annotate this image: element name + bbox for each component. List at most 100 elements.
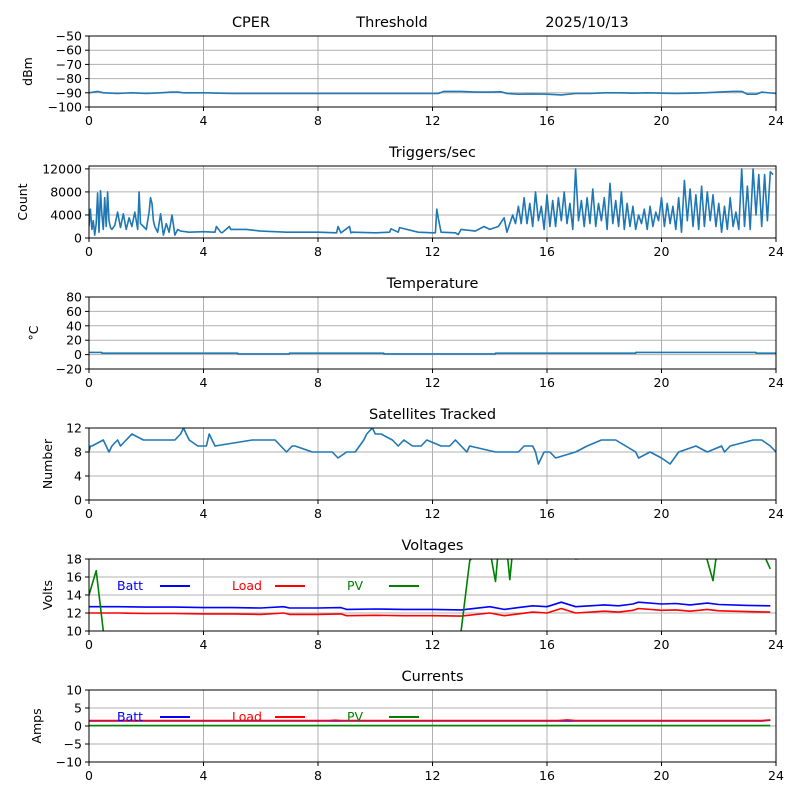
x-tick-label: 12 bbox=[425, 506, 441, 521]
y-tick-label: −5 bbox=[64, 737, 82, 752]
y-tick-label: 16 bbox=[66, 570, 82, 585]
x-tick-label: 16 bbox=[539, 375, 555, 390]
y-tick-label: −70 bbox=[56, 57, 82, 72]
x-tick-label: 16 bbox=[539, 768, 555, 783]
x-tick-label: 12 bbox=[425, 113, 441, 128]
y-tick-label: 8000 bbox=[50, 184, 82, 199]
x-tick-label: 4 bbox=[200, 113, 208, 128]
legend-label-batt: Batt bbox=[117, 709, 143, 724]
x-tick-label: 12 bbox=[425, 768, 441, 783]
panel-voltages: 0 4 8 12 16 20 24 10 12 14 16 18 Volts Voltages Batt Lo… bbox=[40, 538, 784, 652]
x-tick-label: 4 bbox=[200, 506, 208, 521]
x-tick-label: 24 bbox=[768, 113, 784, 128]
series-line-temp bbox=[89, 351, 776, 355]
y-tick-label: 40 bbox=[66, 318, 82, 333]
y-tick-label: 12000 bbox=[42, 161, 82, 176]
x-tick-label: 8 bbox=[314, 375, 322, 390]
y-tick-label: 0 bbox=[74, 231, 82, 246]
series-line-count bbox=[89, 168, 774, 236]
y-tick-label: 10 bbox=[66, 624, 82, 639]
header-date: 2025/10/13 bbox=[545, 15, 629, 31]
series-line-dbm bbox=[89, 90, 776, 96]
y-tick-label: 8 bbox=[74, 445, 82, 460]
x-tick-label: 8 bbox=[314, 113, 322, 128]
y-tick-label: 80 bbox=[66, 290, 82, 305]
y-tick-label: 18 bbox=[66, 552, 82, 567]
y-tick-label: 10 bbox=[66, 683, 82, 698]
y-tick-label: −10 bbox=[56, 755, 82, 770]
panel-satellites: 0 4 8 12 16 20 24 0 4 8 12 Number Satellites Tracked bbox=[40, 407, 784, 521]
x-tick-label: 20 bbox=[654, 244, 670, 259]
series-line-sats bbox=[89, 428, 776, 465]
y-tick-label: −20 bbox=[56, 362, 82, 377]
y-axis-label: °C bbox=[26, 325, 41, 340]
x-tick-label: 0 bbox=[85, 768, 93, 783]
y-axis-label: Number bbox=[40, 438, 55, 489]
y-axis-label: Count bbox=[15, 183, 30, 220]
panel-title: Satellites Tracked bbox=[369, 407, 496, 423]
panel-currents: 0 4 8 12 16 20 24 −10 −5 0 5 10 Amps Currents Batt Load… bbox=[29, 669, 784, 783]
x-tick-label: 24 bbox=[768, 637, 784, 652]
panel-title: Temperature bbox=[386, 276, 479, 292]
y-tick-label: −60 bbox=[56, 43, 82, 58]
x-tick-label: 16 bbox=[539, 244, 555, 259]
x-tick-label: 4 bbox=[200, 244, 208, 259]
x-tick-label: 24 bbox=[768, 375, 784, 390]
x-tick-label: 12 bbox=[425, 244, 441, 259]
x-tick-label: 20 bbox=[654, 375, 670, 390]
x-tick-label: 12 bbox=[425, 375, 441, 390]
y-axis-label: Volts bbox=[40, 580, 55, 610]
legend-label-batt: Batt bbox=[117, 578, 143, 593]
x-tick-label: 8 bbox=[314, 768, 322, 783]
x-tick-label: 16 bbox=[539, 506, 555, 521]
panel-noise: 0 4 8 12 16 20 24 −100−90−80−70−60−50 dBm bbox=[20, 29, 784, 129]
x-tick-label: 4 bbox=[200, 768, 208, 783]
legend-label-load: Load bbox=[232, 578, 262, 593]
y-tick-label: 12 bbox=[66, 606, 82, 621]
y-tick-label: 5 bbox=[74, 701, 82, 716]
y-tick-label: 0 bbox=[74, 347, 82, 362]
legend-label-load: Load bbox=[232, 709, 262, 724]
x-tick-label: 16 bbox=[539, 637, 555, 652]
x-tick-label: 12 bbox=[425, 637, 441, 652]
y-tick-label: 12 bbox=[66, 421, 82, 436]
y-tick-label: 60 bbox=[66, 304, 82, 319]
panel-title: Voltages bbox=[402, 538, 464, 554]
x-tick-label: 24 bbox=[768, 768, 784, 783]
x-tick-label: 4 bbox=[200, 375, 208, 390]
legend-label-pv: PV bbox=[347, 578, 364, 593]
series-line-load bbox=[89, 607, 771, 617]
panel-triggers: 0 4 8 12 16 20 24 0 4000 8000 12000 Count Triggers/s… bbox=[15, 145, 784, 259]
y-tick-label: 4000 bbox=[50, 207, 82, 222]
x-tick-label: 24 bbox=[768, 244, 784, 259]
x-tick-label: 0 bbox=[85, 637, 93, 652]
y-tick-label: −90 bbox=[56, 85, 82, 100]
y-tick-label: 0 bbox=[74, 493, 82, 508]
x-tick-label: 0 bbox=[85, 244, 93, 259]
x-tick-label: 20 bbox=[654, 768, 670, 783]
y-axis-label: Amps bbox=[29, 708, 44, 743]
series-line-load bbox=[89, 719, 771, 722]
x-tick-label: 8 bbox=[314, 244, 322, 259]
x-tick-label: 0 bbox=[85, 506, 93, 521]
x-tick-label: 24 bbox=[768, 506, 784, 521]
legend-label-pv: PV bbox=[347, 709, 364, 724]
x-tick-label: 16 bbox=[539, 113, 555, 128]
x-tick-label: 20 bbox=[654, 637, 670, 652]
y-tick-label: −80 bbox=[56, 71, 82, 86]
y-tick-label: 20 bbox=[66, 333, 82, 348]
y-tick-label: 14 bbox=[66, 588, 82, 603]
x-tick-label: 20 bbox=[654, 113, 670, 128]
y-tick-label: −50 bbox=[56, 29, 82, 44]
y-tick-label: 0 bbox=[74, 719, 82, 734]
y-tick-label: 4 bbox=[74, 469, 82, 484]
panel-title: Triggers/sec bbox=[388, 145, 476, 161]
series-line-batt bbox=[89, 601, 771, 611]
x-tick-label: 0 bbox=[85, 113, 93, 128]
header-site: CPER bbox=[232, 15, 270, 31]
x-tick-label: 20 bbox=[654, 506, 670, 521]
header-mode: Threshold bbox=[355, 15, 427, 31]
x-tick-label: 8 bbox=[314, 637, 322, 652]
